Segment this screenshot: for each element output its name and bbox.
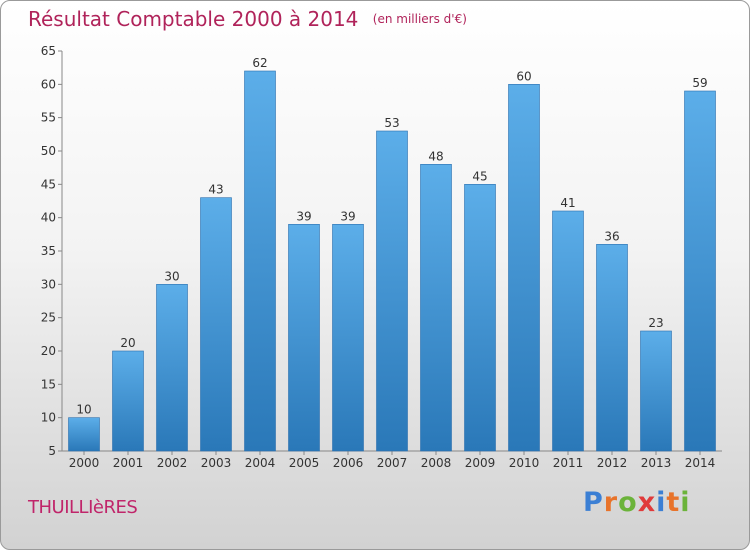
data-label: 48 [428, 149, 443, 163]
x-tick-label: 2002 [157, 456, 188, 470]
bar [376, 130, 408, 452]
logo-letter: x [637, 487, 657, 518]
y-tick-label: 40 [41, 211, 56, 225]
logo-letter: i [656, 487, 667, 518]
bar [288, 224, 320, 452]
logo-letter: o [618, 487, 638, 518]
y-tick-label: 65 [41, 44, 56, 58]
data-label: 39 [340, 209, 355, 223]
x-tick-label: 2007 [377, 456, 408, 470]
bar [156, 284, 188, 452]
logo-letter: i [680, 487, 691, 518]
proxiti-logo: Proxiti [583, 487, 691, 518]
x-tick-label: 2000 [69, 456, 100, 470]
data-label: 39 [296, 209, 311, 223]
x-tick-label: 2014 [685, 456, 716, 470]
x-tick-label: 2004 [245, 456, 276, 470]
x-tick-label: 2011 [553, 456, 584, 470]
logo-letter: r [603, 487, 619, 518]
data-label: 23 [648, 316, 663, 330]
bar [420, 164, 452, 452]
y-tick-label: 5 [48, 444, 56, 458]
logo-letter: P [583, 487, 604, 518]
bar [200, 197, 232, 452]
data-label: 62 [252, 56, 267, 70]
x-tick-label: 2008 [421, 456, 452, 470]
commune-name: THUILLIèRES [28, 497, 138, 518]
data-label: 36 [604, 229, 619, 243]
chart-title-text: Résultat Comptable 2000 à 2014 [28, 7, 359, 31]
bar [596, 244, 628, 452]
bar [508, 84, 540, 452]
data-label: 60 [516, 69, 531, 83]
data-label: 43 [208, 183, 223, 197]
data-label: 45 [472, 169, 487, 183]
x-tick-label: 2005 [289, 456, 320, 470]
bar [112, 350, 144, 452]
x-tick-label: 2001 [113, 456, 144, 470]
bar [68, 417, 100, 452]
bar [332, 224, 364, 452]
bar [464, 184, 496, 452]
y-tick-label: 35 [41, 244, 56, 258]
x-tick-label: 2010 [509, 456, 540, 470]
bar [684, 90, 716, 452]
data-label: 59 [692, 76, 707, 90]
data-label: 20 [120, 336, 135, 350]
bar [244, 70, 276, 452]
y-tick-label: 20 [41, 344, 56, 358]
y-tick-label: 45 [41, 177, 56, 191]
y-tick-label: 50 [41, 144, 56, 158]
x-tick-label: 2012 [597, 456, 628, 470]
y-tick-label: 30 [41, 277, 56, 291]
x-tick-label: 2006 [333, 456, 364, 470]
data-label: 10 [76, 403, 91, 417]
y-tick-label: 60 [41, 77, 56, 91]
x-tick-label: 2003 [201, 456, 232, 470]
chart-unit: (en milliers d'€) [372, 12, 467, 26]
bar [640, 330, 672, 452]
data-label: 30 [164, 269, 179, 283]
y-tick-label: 55 [41, 111, 56, 125]
y-tick-label: 15 [41, 377, 56, 391]
data-label: 53 [384, 116, 399, 130]
y-tick-label: 10 [41, 411, 56, 425]
bar [552, 210, 584, 452]
y-tick-label: 25 [41, 311, 56, 325]
chart-title: Résultat Comptable 2000 à 2014 (en milli… [28, 7, 467, 31]
logo-letter: t [666, 487, 681, 518]
data-label: 41 [560, 196, 575, 210]
x-tick-label: 2013 [641, 456, 672, 470]
x-tick-label: 2009 [465, 456, 496, 470]
